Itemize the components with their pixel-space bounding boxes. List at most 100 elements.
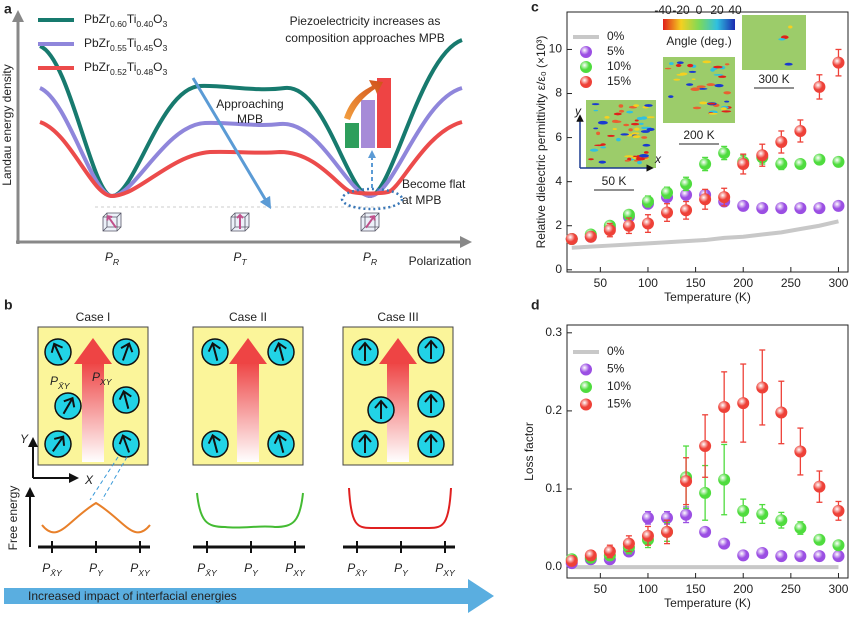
inset-label: 50 K [602, 174, 627, 188]
panel-label: b [4, 297, 13, 313]
domain-streak [718, 75, 727, 78]
annotation: Piezoelectricity increases as [290, 14, 441, 28]
y-tick-label: 0.0 [545, 559, 562, 573]
trend-line [571, 219, 839, 250]
data-point [718, 147, 731, 160]
y-tick-label: 8 [555, 86, 562, 100]
dipole-arrow [52, 435, 66, 452]
y-tick-label: 0.3 [545, 325, 562, 339]
data-point [699, 440, 712, 453]
dipole-arrow [207, 433, 221, 453]
domain-streak [632, 156, 637, 159]
plot-frame [566, 11, 849, 273]
inset-axis-label: y [574, 104, 582, 118]
position-label: PT [233, 250, 247, 267]
data-point [680, 188, 693, 201]
data-point [680, 508, 693, 521]
x-tick-label: 50 [594, 582, 608, 596]
data-point [641, 511, 654, 524]
annotation: Become flat [402, 177, 466, 191]
polarization-arrow [106, 215, 117, 229]
y-axis-label: Loss factor [522, 422, 536, 481]
domain-streak [784, 62, 793, 66]
axis-letter: Y [20, 432, 29, 446]
domain-streak [624, 155, 634, 158]
data-point [661, 511, 674, 524]
inner-label: PX̄Y [50, 374, 71, 391]
x-axis-label: Polarization [409, 254, 472, 268]
domain-streak [691, 78, 696, 81]
data-point [794, 522, 807, 535]
free-energy-curve [41, 501, 151, 534]
position-label: PY [244, 561, 259, 578]
data-point [622, 219, 635, 232]
domain-streak [644, 104, 653, 107]
domain-streak [626, 110, 634, 114]
domain-streak [641, 136, 648, 139]
domain-streak [686, 83, 694, 86]
domain-streak [624, 159, 630, 162]
energy-curve [38, 86, 463, 199]
dipole-arrow [358, 341, 372, 361]
polarization-arrow [236, 213, 244, 229]
domain-streak [713, 74, 724, 76]
net-polarization [82, 362, 104, 462]
data-point [565, 554, 578, 567]
data-point [699, 158, 712, 171]
data-point [680, 475, 693, 488]
domain-streak [723, 91, 731, 95]
domain-streak [696, 85, 706, 89]
x-tick-label: 150 [686, 276, 706, 290]
legend-label: 5% [607, 44, 625, 58]
dipole-arrow [120, 342, 134, 361]
dipole-arrow [273, 341, 287, 361]
x-tick-label: 100 [638, 276, 658, 290]
case-title: Case II [229, 310, 267, 324]
domain-streak [639, 153, 649, 158]
domain-streak [788, 25, 793, 29]
case-title: Case III [377, 310, 418, 324]
data-point [813, 533, 826, 546]
data-point [737, 504, 750, 517]
dipole-arrow [50, 342, 64, 361]
domain-streak [708, 112, 718, 115]
domain-streak [604, 116, 610, 119]
domain-streak [618, 104, 624, 108]
panel-label: a [4, 1, 12, 17]
domain-streak [646, 127, 655, 131]
legend-label: PbZr0.55Ti0.45O3 [84, 36, 168, 53]
data-point [737, 199, 750, 212]
y-tick-label: 4 [555, 174, 562, 188]
domain-streak [710, 68, 715, 72]
domain-streak [643, 151, 649, 154]
domain-streak [713, 65, 723, 69]
panel-label: c [531, 0, 539, 15]
domain-streak [623, 123, 630, 127]
position-label: PX̄Y [42, 561, 63, 578]
domain-streak [607, 134, 615, 137]
case-title: Case I [76, 310, 111, 324]
dipole-arrow [118, 434, 132, 453]
domain-streak [615, 137, 621, 142]
colorbar-label: Angle (deg.) [666, 34, 731, 48]
x-tick-label: 300 [828, 276, 848, 290]
data-point [756, 507, 769, 520]
domain-streak [634, 127, 640, 131]
approach-arrow [191, 77, 272, 210]
data-point [565, 232, 578, 245]
data-point [680, 177, 693, 190]
domain-streak [640, 116, 648, 120]
data-point [775, 136, 788, 148]
domain-streak [620, 133, 629, 136]
domain-streak [642, 143, 651, 147]
data-point [775, 550, 788, 563]
free-energy-curve [348, 487, 452, 529]
data-point [756, 202, 769, 215]
domain-streak [668, 95, 674, 98]
data-point [756, 381, 769, 394]
net-polarization [387, 362, 409, 462]
y-axis-label: Relative dielectric permittivity ε/ε₀ (×… [534, 36, 548, 249]
annotation: MPB [237, 112, 263, 126]
domain-streak [634, 119, 639, 122]
data-point [641, 195, 654, 208]
